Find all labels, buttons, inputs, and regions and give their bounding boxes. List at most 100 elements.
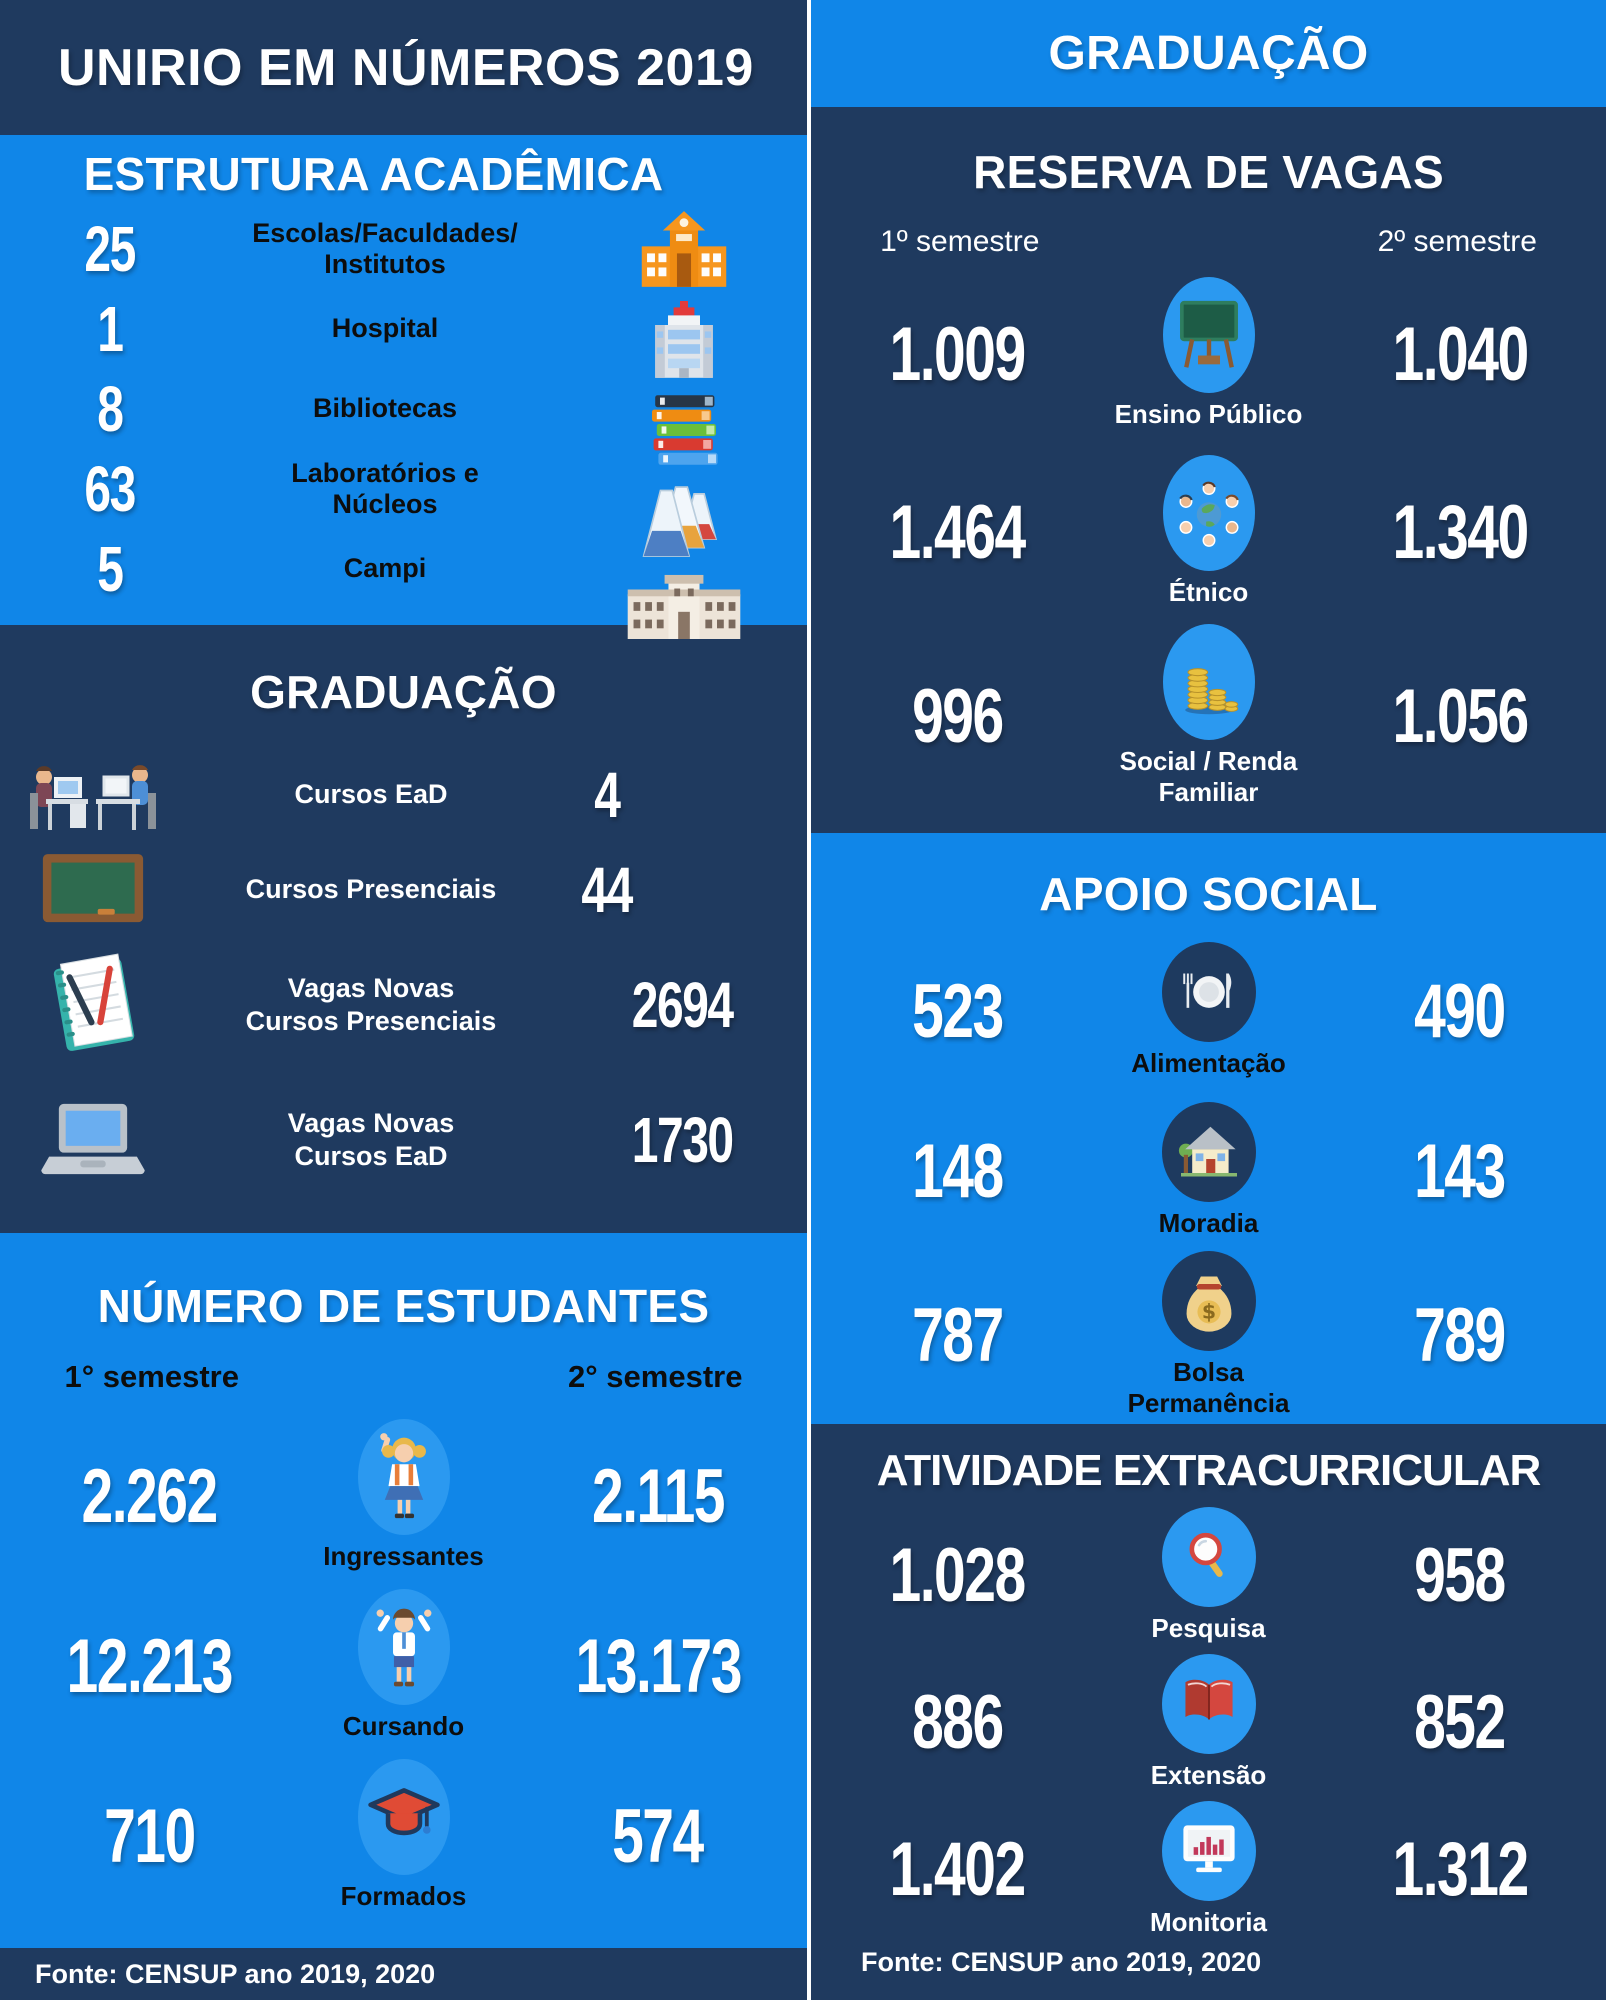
right-edge-strip (1606, 0, 1611, 2000)
stat-value: 44 (581, 853, 634, 926)
section-graduacao-left: GRADUAÇÃO (0, 625, 807, 1233)
stat-value-sem1: 2.262 (81, 1453, 219, 1539)
stat-value-sem1: 148 (911, 1128, 1004, 1214)
stat-label: Alimentação (1131, 1048, 1286, 1079)
stat-value-sem1: 12.213 (66, 1623, 234, 1709)
standing-chalkboard-icon (1162, 277, 1255, 394)
stat-value-sem2: 143 (1414, 1128, 1506, 1214)
semester-1-label: 1° semestre (64, 1359, 239, 1394)
stat-value: 4 (594, 758, 621, 831)
table-row: Cursos EaD 4 (0, 747, 807, 842)
section-estrutura-academica: ESTRUTURA ACADÊMICA 25 Escolas/Faculdade… (0, 135, 807, 639)
stat-value: 25 (84, 213, 137, 285)
school-icon (640, 209, 728, 289)
table-row: 1 Hospital (0, 289, 807, 369)
section-title: APOIO SOCIAL (1039, 868, 1378, 920)
online-workstations-icon (0, 755, 185, 835)
stat-label: Social / Renda Familiar (1119, 745, 1298, 807)
section-apoio-social: APOIO SOCIAL 523 (811, 833, 1606, 1424)
stat-value: 8 (97, 373, 124, 445)
table-row: 1.464 (811, 443, 1606, 621)
stat-value-sem1: 710 (103, 1793, 196, 1879)
table-row: 1.402 (811, 1796, 1606, 1943)
stat-value-sem2: 490 (1414, 968, 1506, 1054)
stat-value: 1 (97, 293, 124, 365)
left-header: UNIRIO EM NÚMEROS 2019 (0, 0, 807, 135)
monitor-chart-icon (1161, 1800, 1256, 1901)
stat-label: Vagas Novas Cursos Presenciais (245, 973, 497, 1036)
girl-student-icon (357, 1419, 450, 1536)
section-title: GRADUAÇÃO (250, 666, 557, 718)
section-title: ATIVIDADE EXTRACURRICULAR (876, 1446, 1542, 1495)
lab-flasks-icon (642, 482, 726, 562)
stat-value: 63 (84, 453, 137, 525)
stat-label: Campi (343, 553, 427, 584)
stat-value: 1730 (631, 1103, 734, 1176)
left-footer: Fonte: CENSUP ano 2019, 2020 (0, 1948, 807, 2000)
stat-value-sem2: 2.115 (591, 1453, 726, 1539)
stat-value: 2694 (631, 968, 734, 1041)
table-row: 1.028 Pesquisa 958 (811, 1502, 1606, 1649)
stat-label: Bibliotecas (312, 393, 458, 424)
stat-label: Bolsa Permanência (1127, 1357, 1290, 1419)
campus-building-icon (625, 573, 743, 639)
table-row: 8 Bibliotecas (0, 369, 807, 449)
stat-value-sem2: 958 (1414, 1533, 1506, 1618)
table-row: 886 Extensão 85 (811, 1649, 1606, 1796)
stat-value-sem2: 1.312 (1392, 1827, 1529, 1912)
table-row: 5 Campi (0, 529, 807, 609)
chalkboard-icon (0, 852, 185, 928)
stat-label: Hospital (331, 313, 439, 344)
table-row: 12.213 (0, 1581, 807, 1751)
estudantes-rows: 2.262 (0, 1411, 807, 1921)
source-note: Fonte: CENSUP ano 2019, 2020 (35, 1958, 436, 1989)
table-row: 63 Laboratórios e Núcleos (0, 449, 807, 529)
stat-label: Escolas/Faculdades/ Institutos (252, 217, 518, 279)
stat-label: Moradia (1158, 1208, 1259, 1239)
table-row: 710 Formados 574 (0, 1751, 807, 1921)
stat-value-sem1: 1.009 (889, 311, 1027, 397)
stat-value-sem1: 787 (911, 1292, 1004, 1378)
semester-headers: 1º semestre 2º semestre (811, 225, 1606, 259)
hospital-icon (644, 300, 724, 382)
table-row: 2.262 (0, 1411, 807, 1581)
meal-plate-icon (1161, 942, 1256, 1043)
section-title: GRADUAÇÃO (1048, 27, 1369, 80)
notebook-icon (0, 953, 185, 1057)
boy-student-icon (357, 1589, 450, 1706)
stat-value-sem1: 1.464 (889, 489, 1027, 575)
stat-label: Monitoria (1150, 1906, 1267, 1937)
right-column: GRADUAÇÃO RESERVA DE VAGAS 1º semestre 2… (811, 0, 1606, 2000)
table-row: 1.009 Ensino Público (811, 265, 1606, 443)
left-column: UNIRIO EM NÚMEROS 2019 ESTRUTURA ACADÊMI… (0, 0, 807, 2000)
table-row: Cursos Presenciais 44 (0, 842, 807, 937)
open-book-icon (1161, 1653, 1256, 1754)
stat-label: Ensino Público (1114, 399, 1303, 430)
stat-value-sem1: 996 (911, 673, 1004, 759)
table-row: 787 $ Bolsa Permanência (811, 1251, 1606, 1418)
stat-label: Formados (340, 1881, 467, 1912)
stat-label: Ingressantes (323, 1541, 484, 1572)
estrutura-rows: 25 Escolas/Faculdades/ Institutos 1 Hosp… (0, 209, 807, 609)
stat-label: Cursos EaD (294, 779, 448, 810)
stat-label: Cursando (342, 1711, 465, 1742)
table-row: 996 (811, 621, 1606, 811)
table-row: 25 Escolas/Faculdades/ Institutos (0, 209, 807, 289)
section-numero-estudantes: NÚMERO DE ESTUDANTES 1° semestre 2° seme… (0, 1233, 807, 1948)
stat-label: Extensão (1150, 1759, 1267, 1790)
magnifier-icon (1161, 1506, 1256, 1607)
section-title: RESERVA DE VAGAS (973, 146, 1444, 198)
semester-1-label: 1º semestre (880, 225, 1040, 258)
right-footer: Fonte: CENSUP ano 2019, 2020 (811, 1947, 1606, 1978)
stat-label: Laboratórios e Núcleos (291, 457, 479, 519)
people-globe-icon (1162, 455, 1255, 572)
semester-headers: 1° semestre 2° semestre (0, 1359, 807, 1395)
table-row: 148 (811, 1091, 1606, 1251)
stat-value-sem2: 789 (1414, 1292, 1506, 1378)
house-icon (1161, 1102, 1256, 1203)
svg-text:$: $ (1201, 1300, 1215, 1324)
reserva-rows: 1.009 Ensino Público (811, 265, 1606, 811)
apoio-rows: 523 (811, 931, 1606, 1418)
table-row: 523 (811, 931, 1606, 1091)
stat-value-sem2: 1.056 (1392, 673, 1529, 759)
